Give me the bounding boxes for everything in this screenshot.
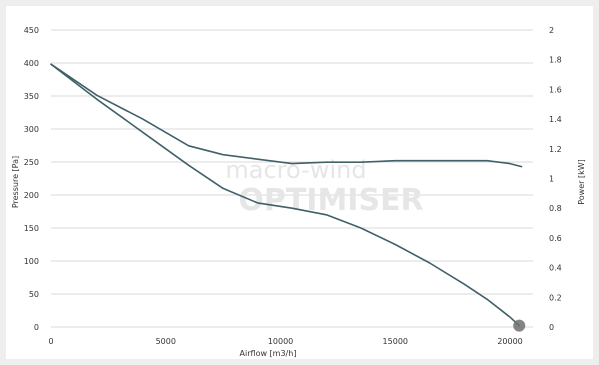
y-tick-label: 250 — [24, 158, 39, 167]
y2-axis-title: Power [kW] — [577, 159, 586, 205]
y-tick-label: 100 — [24, 257, 39, 266]
y2-tick-label: 1.4 — [549, 115, 562, 124]
y-tick-label: 450 — [24, 26, 39, 35]
x-axis-title: Airflow [m3/h] — [240, 349, 297, 358]
y2-tick-label: 2 — [549, 26, 554, 35]
y2-tick-label: 0.6 — [549, 234, 562, 243]
y-tick-label: 300 — [24, 125, 39, 134]
chart-panel: macro-wind OPTIMISER 0 5000 10000 15000 2000… — [6, 6, 593, 359]
series-lines — [50, 63, 523, 327]
y-tick-label: 150 — [24, 224, 39, 233]
fan-curve-chart: macro-wind OPTIMISER 0 5000 10000 15000 2000… — [11, 26, 586, 358]
x-tick-label: 10000 — [268, 337, 293, 346]
pressure-curve-line — [50, 63, 521, 327]
watermark: macro-wind OPTIMISER — [225, 156, 423, 218]
watermark-line2: OPTIMISER — [238, 183, 423, 218]
power-curve-line — [50, 63, 523, 168]
y2-tick-label: 0 — [549, 323, 554, 332]
y2-tick-label: 1 — [549, 175, 554, 184]
y2-tick-label: 0.8 — [549, 204, 562, 213]
y2-tick-label: 1.8 — [549, 56, 562, 65]
y-tick-label: 200 — [24, 191, 39, 200]
y-tick-label: 50 — [29, 290, 39, 299]
x-tick-label: 5000 — [156, 337, 176, 346]
x-tick-label: 0 — [48, 337, 53, 346]
watermark-line1: macro-wind — [225, 156, 366, 184]
y-tick-label: 350 — [24, 92, 39, 101]
y2-tick-label: 0.4 — [549, 264, 562, 273]
x-tick-label: 15000 — [383, 337, 408, 346]
y-tick-label: 400 — [24, 59, 39, 68]
y2-tick-label: 0.2 — [549, 293, 562, 302]
y-axis-title: Pressure [Pa] — [11, 156, 20, 208]
operating-point-layer — [513, 319, 526, 332]
y2-tick-label: 1.6 — [549, 85, 562, 94]
y2-tick-labels: 0 0.2 0.4 0.6 0.8 1 1.2 1.4 1.6 1.8 2 — [549, 26, 562, 332]
y-tick-labels: 0 50 100 150 200 250 300 350 400 450 — [24, 26, 39, 332]
gridlines — [51, 29, 533, 328]
x-tick-label: 20000 — [497, 337, 522, 346]
y-tick-label: 0 — [34, 323, 39, 332]
y2-tick-label: 1.2 — [549, 145, 562, 154]
operating-point-marker — [513, 319, 526, 332]
x-tick-labels: 0 5000 10000 15000 20000 — [48, 337, 522, 346]
